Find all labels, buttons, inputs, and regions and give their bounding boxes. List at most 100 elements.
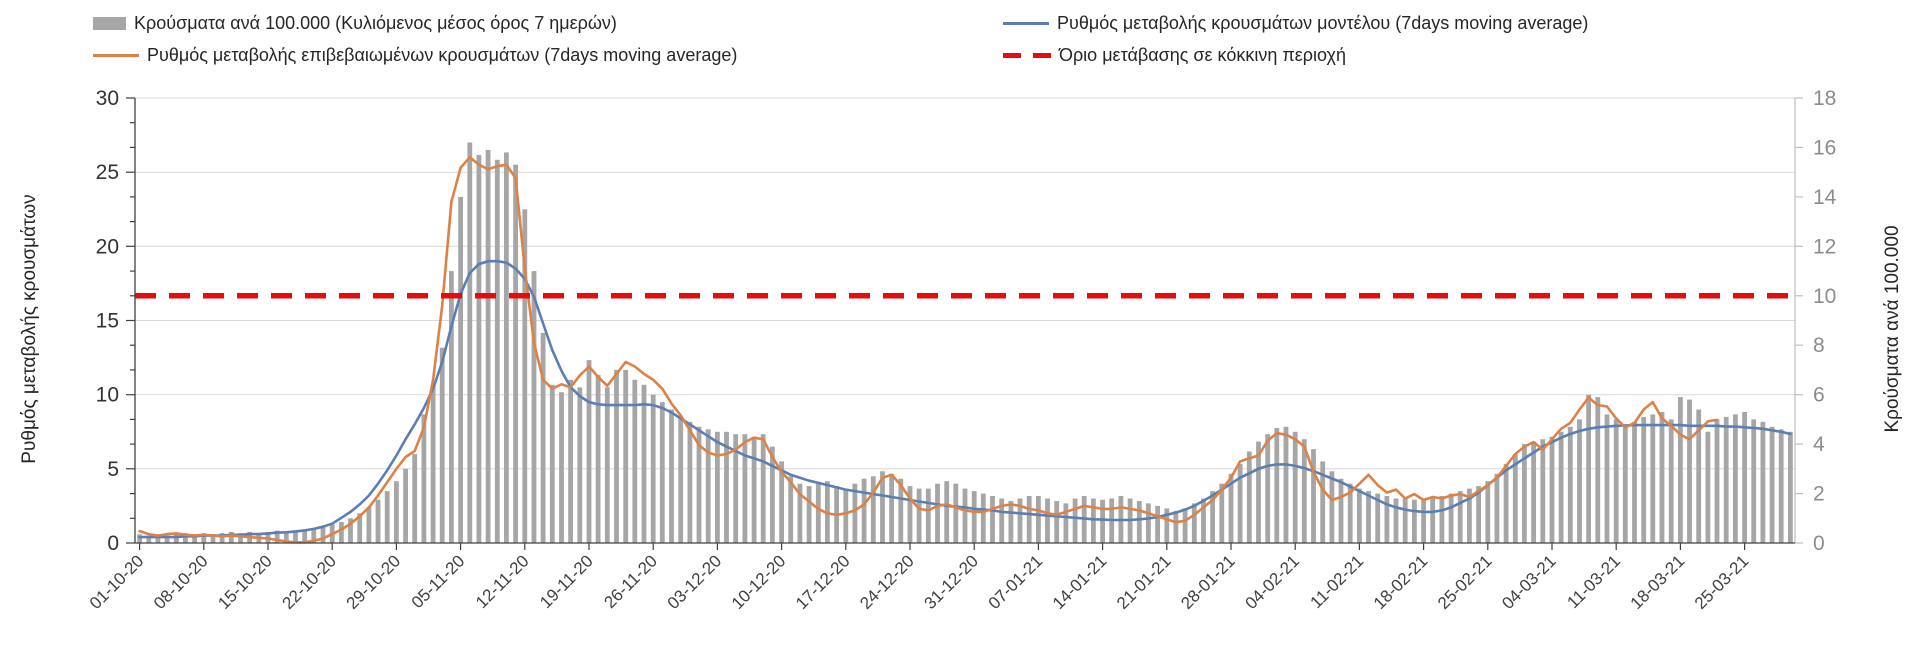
bar	[394, 481, 399, 543]
bar	[155, 534, 161, 543]
bar	[1632, 421, 1637, 543]
bar	[1751, 419, 1757, 543]
bar	[1008, 501, 1014, 543]
bar	[210, 534, 216, 543]
bar	[1136, 501, 1142, 543]
legend-item-cases-bar: Κρούσματα ανά 100.000 (Κυλιόμενος μέσος …	[93, 11, 617, 35]
y-right-tick-label: 4	[1813, 433, 1825, 456]
bar	[1329, 471, 1335, 543]
bar	[650, 394, 656, 543]
bar	[861, 478, 867, 543]
bar	[375, 499, 381, 543]
bar	[293, 530, 298, 543]
bar	[531, 271, 537, 543]
bar	[1512, 454, 1518, 543]
bar	[1210, 491, 1215, 543]
x-axis: 01-10-20 08-10-20 15-10-20 22-10-20 29-10-20…	[86, 542, 1795, 613]
bar	[715, 431, 720, 544]
bar	[1586, 394, 1591, 543]
x-tick-label: 15-10-20	[214, 551, 276, 613]
bar	[1650, 414, 1656, 543]
bar	[1393, 498, 1399, 543]
bar	[1283, 426, 1289, 543]
bar	[357, 513, 363, 543]
bar	[1017, 498, 1023, 543]
x-tick-label: 10-12-20	[728, 551, 790, 613]
bar	[1265, 434, 1271, 543]
bar	[1301, 439, 1307, 543]
legend-label-cases: Κρούσματα ανά 100.000 (Κυλιόμενος μέσος …	[134, 12, 617, 33]
bar	[1246, 451, 1252, 543]
bar	[1668, 419, 1674, 543]
bar	[1091, 498, 1096, 543]
bar	[1182, 508, 1188, 543]
bar	[1237, 463, 1243, 543]
gridlines	[135, 97, 1795, 470]
bar	[843, 488, 849, 543]
bar	[1201, 498, 1206, 543]
bar	[494, 159, 500, 544]
threshold-dash-swatch-icon	[1003, 52, 1051, 58]
bar	[980, 493, 986, 543]
bar	[870, 476, 876, 544]
y-left-tick-label: 5	[107, 458, 119, 481]
bar	[604, 387, 610, 544]
bar	[1622, 424, 1628, 543]
legend-label-confirmed: Ρυθμός μεταβολής επιβεβαιωμένων κρουσμάτ…	[147, 44, 738, 65]
bar	[586, 360, 592, 543]
bar	[925, 488, 931, 543]
bar	[1146, 503, 1151, 543]
bar	[1769, 426, 1775, 543]
bar	[1613, 419, 1619, 543]
bar	[889, 473, 894, 543]
bar	[1723, 416, 1729, 543]
bar	[1733, 414, 1738, 543]
bar	[1063, 503, 1069, 543]
x-tick-label: 25-03-21	[1691, 551, 1753, 613]
bar	[421, 414, 427, 543]
model-line-swatch-icon	[1003, 21, 1049, 25]
x-tick-label: 25-02-21	[1434, 551, 1496, 613]
y-left-tick-label: 20	[96, 235, 119, 258]
x-tick-label: 03-12-20	[664, 551, 726, 613]
bar	[192, 534, 197, 543]
bar	[1228, 473, 1234, 543]
bar	[320, 526, 326, 543]
bar	[632, 379, 638, 543]
bar	[815, 483, 821, 543]
bar	[476, 154, 482, 543]
bar	[595, 374, 601, 543]
bar	[384, 491, 390, 543]
bar	[669, 409, 674, 543]
bar	[1778, 429, 1784, 543]
bar	[1292, 431, 1298, 544]
bar	[724, 431, 729, 544]
bar	[641, 384, 647, 543]
y-right-tick-label: 10	[1813, 285, 1836, 308]
x-tick-label: 04-03-21	[1498, 551, 1560, 613]
bar	[540, 332, 546, 543]
confirmed-line	[138, 156, 1719, 544]
bar	[1503, 463, 1509, 543]
bar	[1439, 496, 1445, 543]
bar	[953, 483, 959, 543]
legend-item-confirmed-line: Ρυθμός μεταβολής επιβεβαιωμένων κρουσμάτ…	[93, 43, 737, 67]
bar	[1549, 436, 1555, 543]
bar	[449, 271, 454, 543]
bar	[1687, 399, 1692, 543]
bar	[971, 491, 977, 543]
bar	[467, 142, 473, 543]
bar	[751, 436, 757, 543]
bar	[1173, 510, 1179, 543]
bar	[1567, 426, 1573, 543]
legend-label-threshold: Όριο μετάβασης σε κόκκινη περιοχή	[1059, 44, 1347, 65]
bar	[687, 421, 693, 543]
bar	[1421, 498, 1426, 543]
x-tick-label: 08-10-20	[150, 551, 212, 613]
y-left-tick-label: 30	[96, 87, 119, 110]
bar	[1402, 498, 1408, 543]
x-tick-label: 05-11-20	[408, 551, 469, 612]
bar	[201, 533, 207, 543]
y-right-tick-label: 18	[1813, 87, 1836, 110]
bar	[1072, 498, 1078, 543]
